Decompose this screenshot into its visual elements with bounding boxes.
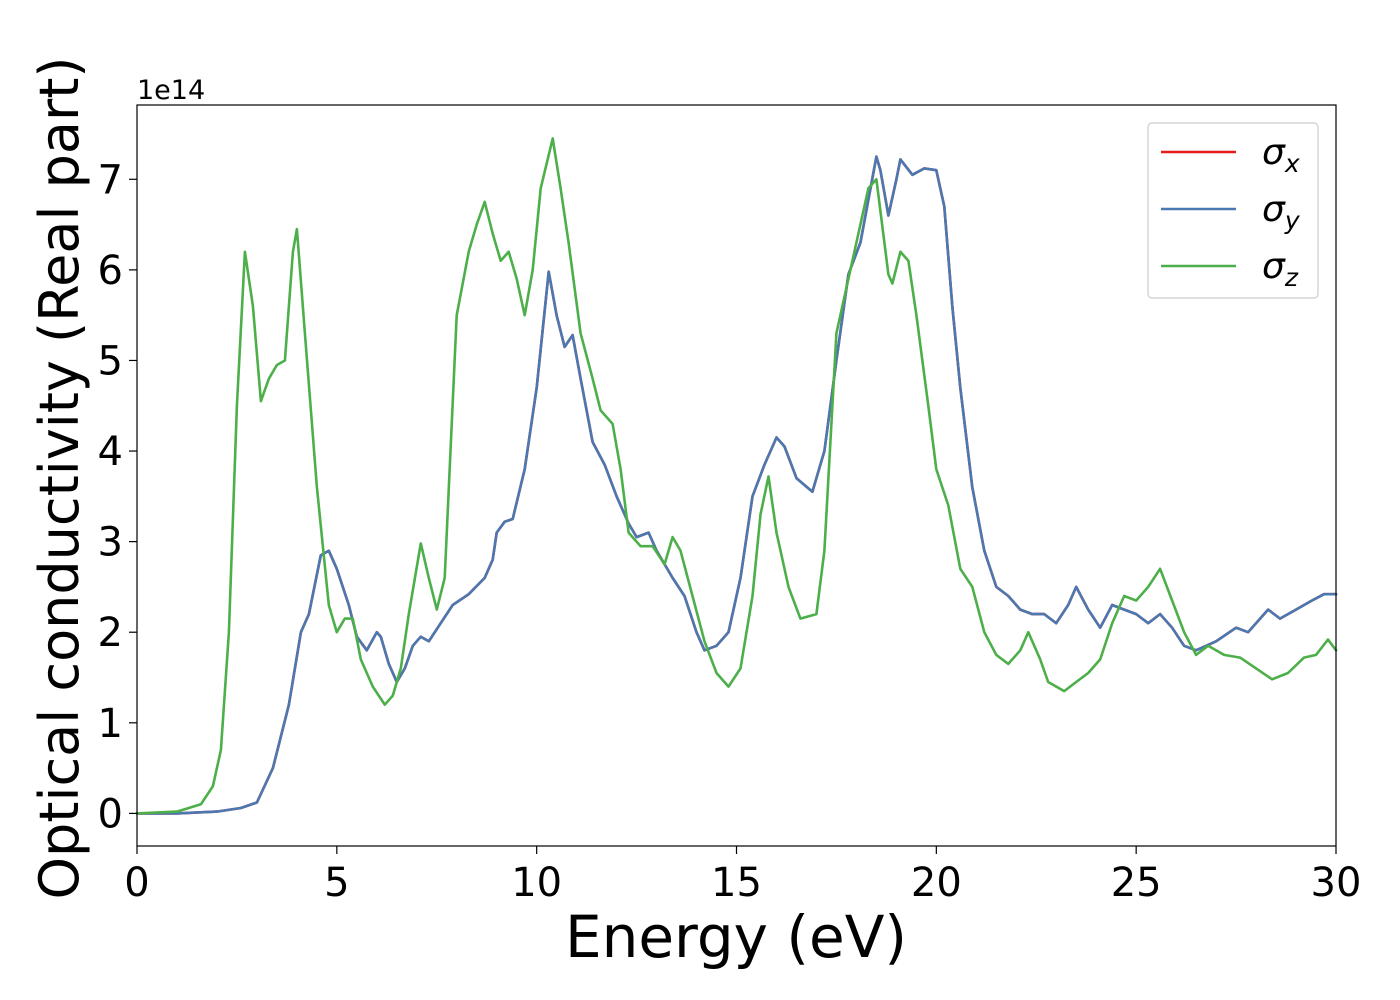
y-tick-label: 3 (98, 520, 123, 566)
y-tick-label: 2 (98, 610, 123, 656)
y-offset-text: 1e14 (137, 75, 205, 106)
y-tick-label: 0 (98, 791, 123, 837)
y-axis-ticks: 0 1 2 3 4 5 6 7 (98, 157, 137, 837)
x-axis-label: Energy (eV) (565, 903, 907, 971)
legend-label-0: σx (1262, 132, 1300, 178)
y-tick-label: 7 (98, 157, 123, 203)
legend-label-1: σy (1262, 189, 1301, 235)
y-tick-label: 4 (98, 429, 123, 475)
x-tick-label: 25 (1111, 860, 1162, 906)
x-tick-label: 5 (324, 860, 349, 906)
y-tick-label: 5 (98, 338, 123, 384)
x-tick-label: 10 (511, 860, 562, 906)
x-tick-label: 0 (124, 860, 149, 906)
legend-label-2: σz (1262, 246, 1299, 292)
y-axis-label: Optical conductivity (Real part) (28, 57, 91, 900)
x-tick-label: 30 (1311, 860, 1362, 906)
x-tick-label: 20 (911, 860, 962, 906)
x-axis-ticks: 0 5 10 15 20 25 30 (124, 846, 1361, 906)
x-tick-label: 15 (711, 860, 762, 906)
series-line-2 (135, 137, 1338, 815)
y-tick-label: 1 (98, 701, 123, 747)
y-tick-label: 6 (98, 248, 123, 294)
legend: σx σy σz (1147, 122, 1319, 299)
legend-box (1147, 122, 1319, 299)
series-line-1 (135, 155, 1338, 815)
series-layer (135, 137, 1338, 815)
